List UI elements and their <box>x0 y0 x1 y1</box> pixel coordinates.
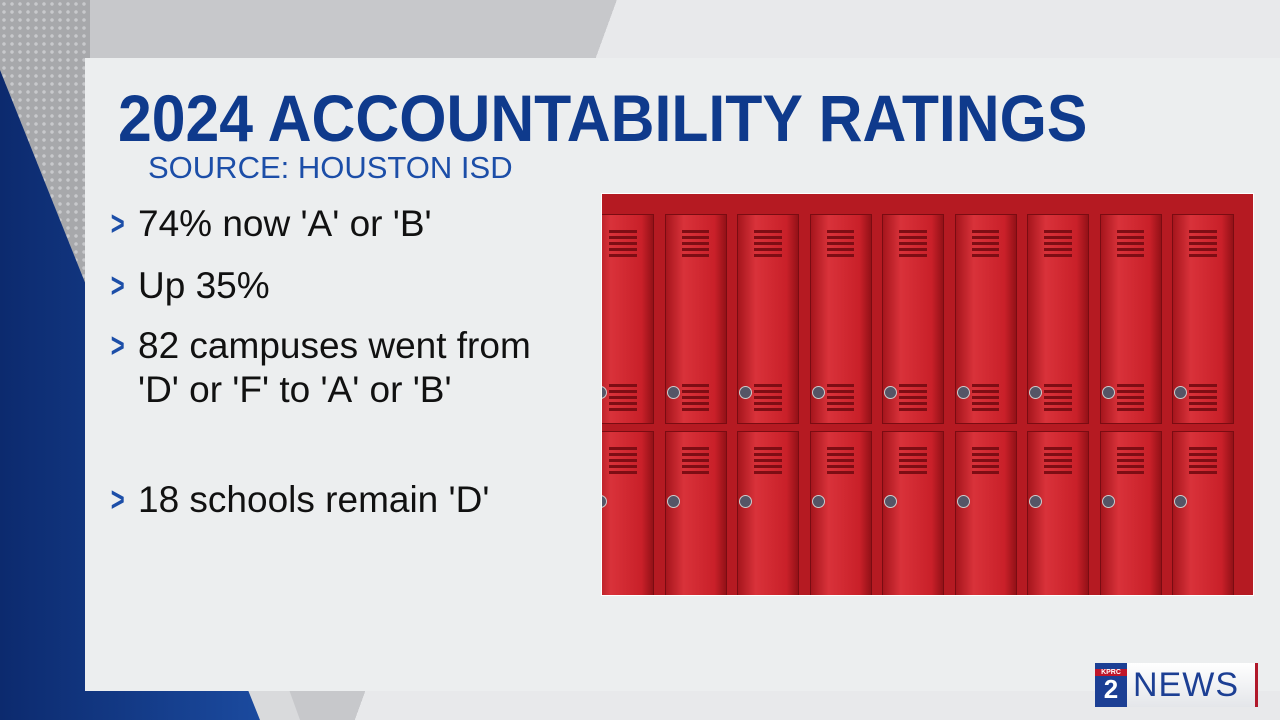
logo-station: KPRC <box>1095 668 1127 676</box>
padlock-icon <box>666 386 680 399</box>
locker <box>602 214 654 424</box>
chevron-right-icon: > <box>110 267 125 305</box>
kprc-2-news-logo: KPRC 2 NEWS <box>1095 663 1258 707</box>
bullet-item: > 18 schools remain 'D' <box>106 478 490 522</box>
bullet-text: 74% now 'A' or 'B' <box>138 203 432 244</box>
chevron-right-icon: > <box>110 327 125 365</box>
locker <box>954 214 1017 424</box>
padlock-icon <box>739 495 752 508</box>
padlock-icon <box>1101 495 1115 508</box>
bullet-text: 82 campuses went from 'D' or 'F' to 'A' … <box>138 325 531 410</box>
locker <box>809 431 872 595</box>
bullet-item: > Up 35% <box>106 264 270 308</box>
padlock-icon <box>1029 386 1042 399</box>
locker <box>809 214 872 424</box>
padlock-icon <box>956 386 970 399</box>
padlock-icon <box>1029 495 1042 508</box>
padlock-icon <box>602 386 607 399</box>
locker <box>1027 214 1089 424</box>
logo-brand: NEWS <box>1133 665 1239 704</box>
padlock-icon <box>1174 495 1187 508</box>
padlock-icon <box>884 495 897 508</box>
bullet-item: > 74% now 'A' or 'B' <box>106 202 432 246</box>
locker <box>882 431 944 595</box>
locker <box>602 431 654 595</box>
locker <box>1099 431 1162 595</box>
graphic-source: SOURCE: HOUSTON ISD <box>148 150 513 185</box>
graphic-title: 2024 ACCOUNTABILITY RATINGS <box>118 81 1088 155</box>
chevron-right-icon: > <box>110 205 125 243</box>
locker <box>954 431 1017 595</box>
padlock-icon <box>739 386 752 399</box>
locker <box>664 431 727 595</box>
lockers-photo <box>601 193 1254 596</box>
locker <box>737 431 799 595</box>
padlock-icon <box>811 495 825 508</box>
bullet-item: > 82 campuses went from 'D' or 'F' to 'A… <box>106 324 556 412</box>
locker <box>664 214 727 424</box>
padlock-icon <box>956 495 970 508</box>
locker <box>1099 214 1162 424</box>
padlock-icon <box>1174 386 1187 399</box>
logo-channel: 2 <box>1103 673 1119 704</box>
padlock-icon <box>1101 386 1115 399</box>
locker <box>1027 431 1089 595</box>
padlock-icon <box>811 386 825 399</box>
locker <box>1172 431 1234 595</box>
locker <box>1172 214 1234 424</box>
chevron-right-icon: > <box>110 481 125 519</box>
padlock-icon <box>884 386 897 399</box>
bullet-text: 18 schools remain 'D' <box>138 479 490 520</box>
locker <box>882 214 944 424</box>
kprc-badge: KPRC 2 <box>1095 663 1127 707</box>
padlock-icon <box>666 495 680 508</box>
bullet-text: Up 35% <box>138 265 270 306</box>
locker <box>737 214 799 424</box>
padlock-icon <box>602 495 607 508</box>
